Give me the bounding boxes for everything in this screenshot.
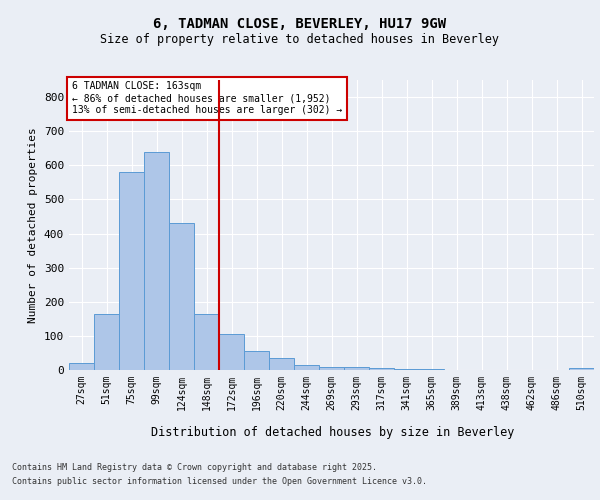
Bar bbox=[194, 314, 219, 370]
Bar bbox=[169, 224, 194, 370]
Bar bbox=[369, 368, 394, 370]
Text: Distribution of detached houses by size in Beverley: Distribution of detached houses by size … bbox=[151, 426, 515, 439]
Text: 6, TADMAN CLOSE, BEVERLEY, HU17 9GW: 6, TADMAN CLOSE, BEVERLEY, HU17 9GW bbox=[154, 18, 446, 32]
Bar bbox=[569, 368, 594, 370]
Bar bbox=[119, 172, 144, 370]
Text: Contains HM Land Registry data © Crown copyright and database right 2025.: Contains HM Land Registry data © Crown c… bbox=[12, 464, 377, 472]
Bar bbox=[244, 351, 269, 370]
Bar bbox=[394, 369, 419, 370]
Bar bbox=[219, 334, 244, 370]
Y-axis label: Number of detached properties: Number of detached properties bbox=[28, 127, 38, 323]
Bar bbox=[294, 365, 319, 370]
Bar bbox=[94, 314, 119, 370]
Bar bbox=[269, 358, 294, 370]
Bar bbox=[69, 363, 94, 370]
Text: 6 TADMAN CLOSE: 163sqm
← 86% of detached houses are smaller (1,952)
13% of semi-: 6 TADMAN CLOSE: 163sqm ← 86% of detached… bbox=[71, 82, 342, 114]
Bar bbox=[344, 368, 369, 370]
Text: Contains public sector information licensed under the Open Government Licence v3: Contains public sector information licen… bbox=[12, 477, 427, 486]
Bar bbox=[144, 152, 169, 370]
Text: Size of property relative to detached houses in Beverley: Size of property relative to detached ho… bbox=[101, 32, 499, 46]
Bar bbox=[319, 366, 344, 370]
